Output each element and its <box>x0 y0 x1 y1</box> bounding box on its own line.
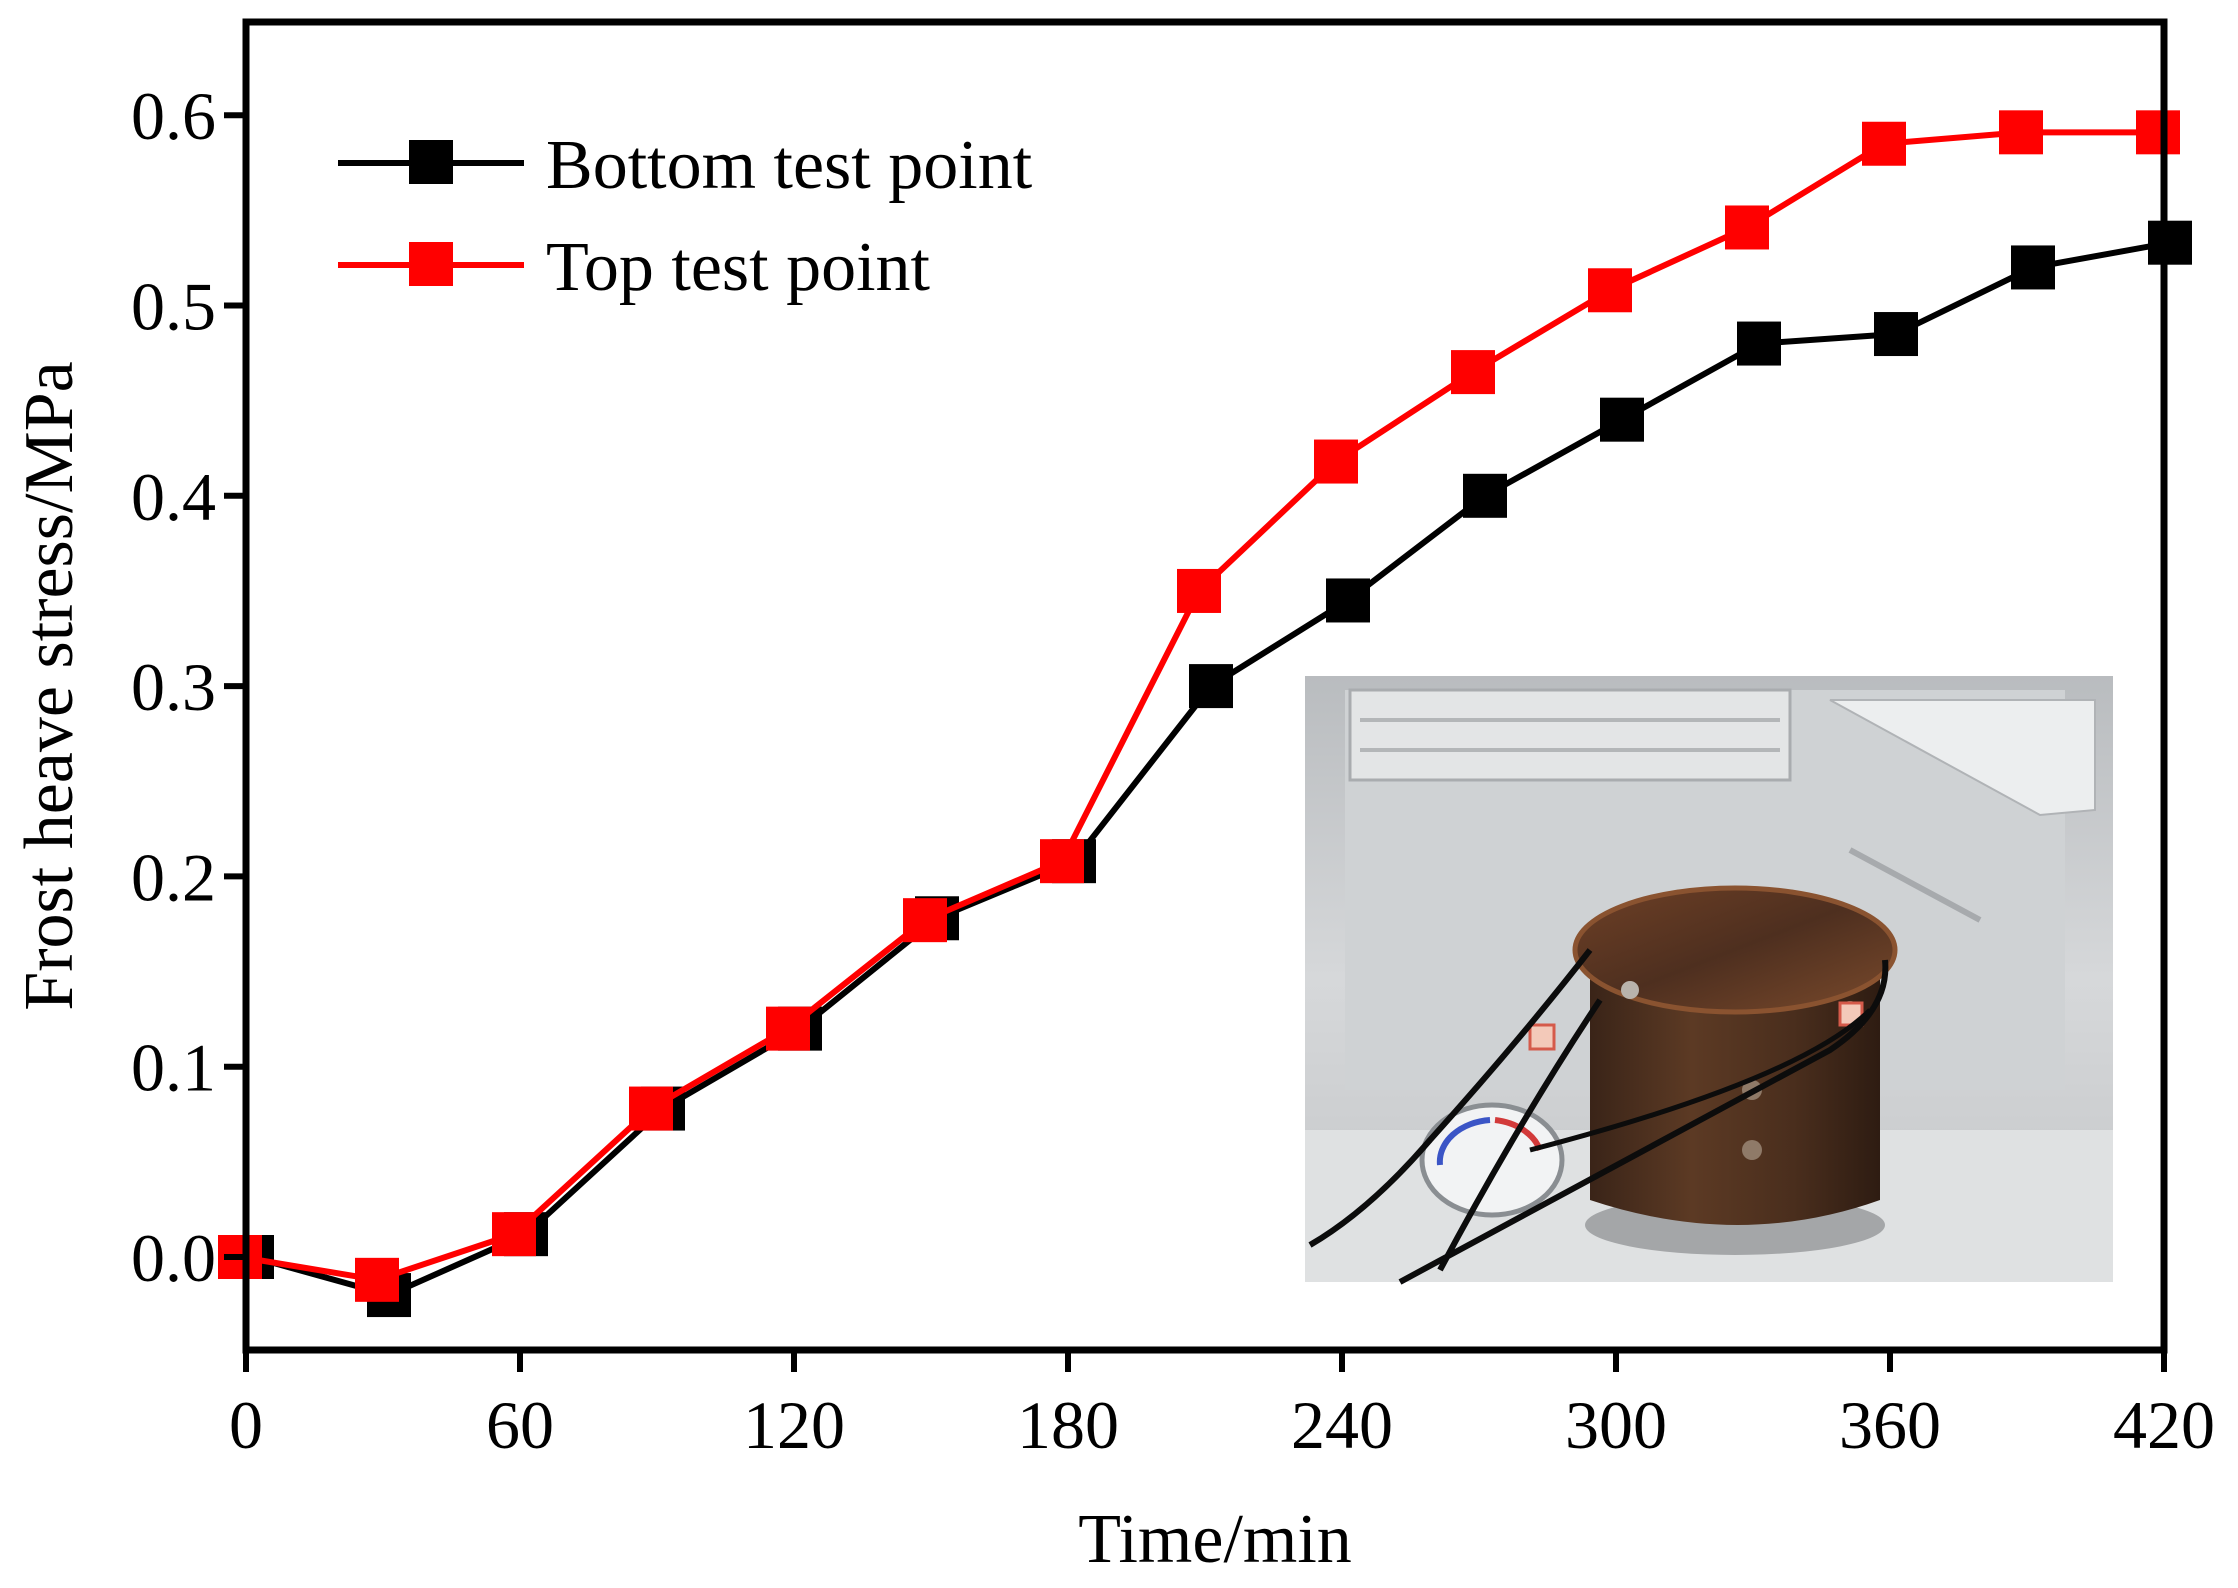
data-point <box>1600 397 1644 442</box>
data-point <box>1463 473 1507 518</box>
data-point <box>1737 321 1781 366</box>
y-tick-label: 0.2 <box>131 839 216 915</box>
thermometer-scale-red <box>1494 1117 1543 1152</box>
data-point <box>1326 578 1370 623</box>
cylinder-body <box>1590 960 1880 1225</box>
data-point <box>1588 268 1632 313</box>
data-point <box>2011 245 2055 290</box>
sensor-wire <box>1529 1008 1872 1153</box>
x-tick-label: 120 <box>743 1387 845 1463</box>
cylinder-bolt <box>1621 981 1639 999</box>
sensor-wire <box>1437 998 1603 1272</box>
x-tick-label: 180 <box>1017 1387 1119 1463</box>
sensor-tag <box>1528 1023 1556 1051</box>
data-point <box>2136 110 2180 155</box>
inset-photo <box>1305 676 2113 1285</box>
x-tick-label: 300 <box>1565 1387 1667 1463</box>
legend-item-top: Top test point <box>338 229 931 306</box>
x-tick-label: 0 <box>229 1387 263 1463</box>
data-point <box>1862 121 1906 166</box>
data-point <box>1177 568 1221 613</box>
x-tick-label: 360 <box>1839 1387 1941 1463</box>
y-tick-label: 0.1 <box>131 1030 216 1106</box>
legend-label-bottom: Bottom test point <box>546 127 1033 204</box>
freezer-vent <box>1348 688 1792 782</box>
data-point <box>1999 110 2043 155</box>
series-top <box>218 110 2180 1302</box>
ticks-layer: 0 60 120 180 240 300 360 420 0.0 0.1 0.2 0.3 0.4 0.5 0… <box>131 78 2215 1463</box>
legend-label-top: Top test point <box>546 229 931 306</box>
x-axis-title: Time/min <box>1078 1501 1352 1578</box>
y-axis-title: Frost heave stress/MPa <box>11 361 88 1010</box>
freezer-shelf <box>1829 699 2096 817</box>
thermometer-scale-blue <box>1436 1117 1491 1166</box>
y-tick-label: 0.0 <box>131 1220 216 1296</box>
legend-marker-top <box>409 242 453 286</box>
x-tick-label: 60 <box>486 1387 554 1463</box>
data-point <box>1040 839 1084 884</box>
data-point <box>492 1212 536 1257</box>
legend-item-bottom: Bottom test point <box>338 127 1033 204</box>
x-tick-label: 240 <box>1291 1387 1393 1463</box>
data-point <box>1725 205 1769 250</box>
data-point <box>1874 312 1918 357</box>
y-tick-label: 0.5 <box>131 269 216 345</box>
y-tick-label: 0.4 <box>131 459 216 535</box>
data-point <box>2148 220 2192 265</box>
data-point <box>1189 664 1233 709</box>
cylinder-bolt <box>1742 1140 1762 1160</box>
data-point <box>1451 350 1495 395</box>
freezer-rib <box>1848 847 1982 923</box>
y-tick-label: 0.6 <box>131 78 216 154</box>
data-point <box>1314 439 1358 484</box>
data-point <box>355 1257 399 1302</box>
data-point <box>903 898 947 943</box>
x-tick-label: 420 <box>2113 1387 2215 1463</box>
sensor-wire <box>1308 948 1593 1248</box>
legend-marker-bottom <box>409 140 453 184</box>
sensor-wire <box>1398 959 1889 1285</box>
legend: Bottom test point Top test point <box>338 127 1033 306</box>
data-point <box>629 1086 673 1131</box>
cylinder-lid <box>1572 885 1898 1015</box>
series-layer <box>218 110 2192 1318</box>
y-tick-label: 0.3 <box>131 649 216 725</box>
data-point <box>766 1006 810 1051</box>
